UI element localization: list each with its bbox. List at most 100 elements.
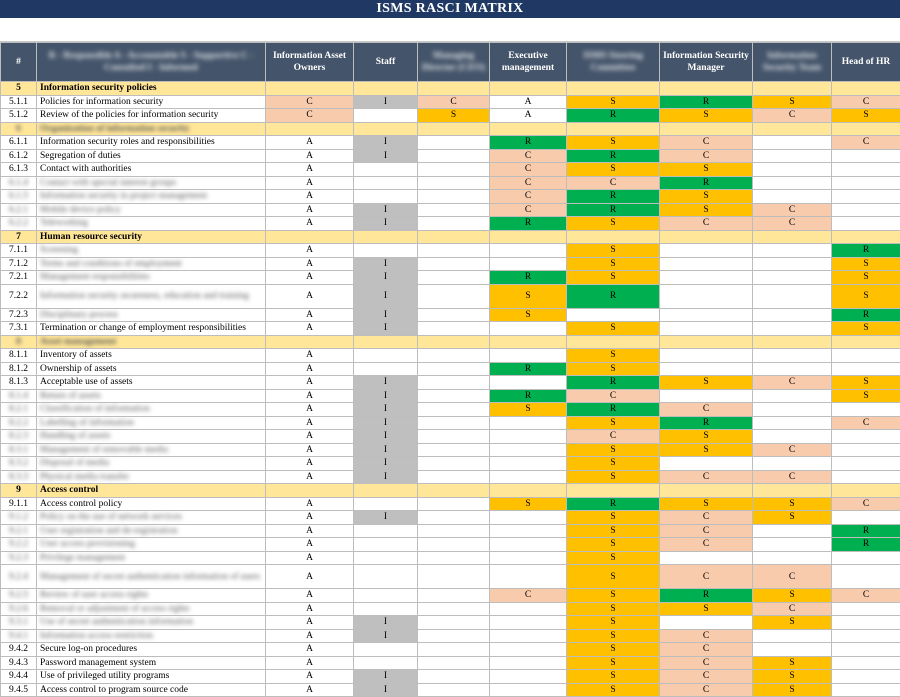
rasci-cell[interactable]: R <box>490 271 567 285</box>
rasci-cell[interactable]: A <box>266 244 354 258</box>
row-number[interactable]: 5.1.2 <box>1 109 37 123</box>
rasci-cell[interactable] <box>660 284 753 308</box>
rasci-cell[interactable] <box>753 362 832 376</box>
row-number[interactable]: 8 <box>1 335 37 349</box>
rasci-cell[interactable]: C <box>660 511 753 525</box>
rasci-cell[interactable] <box>832 362 900 376</box>
rasci-cell[interactable]: A <box>266 203 354 217</box>
row-name[interactable]: Review of the policies for information s… <box>37 109 266 123</box>
rasci-cell[interactable] <box>418 457 490 471</box>
rasci-cell[interactable]: S <box>832 109 900 123</box>
rasci-cell[interactable]: C <box>660 136 753 150</box>
rasci-cell[interactable]: C <box>490 589 567 603</box>
rasci-cell[interactable] <box>418 389 490 403</box>
row-number[interactable]: 9.2.3 <box>1 551 37 565</box>
rasci-cell[interactable] <box>490 349 567 363</box>
rasci-cell[interactable]: R <box>490 136 567 150</box>
rasci-cell[interactable] <box>753 163 832 177</box>
row-name[interactable]: Disposal of media <box>37 457 266 471</box>
rasci-cell[interactable]: S <box>490 403 567 417</box>
rasci-cell[interactable]: R <box>832 538 900 552</box>
rasci-cell[interactable] <box>418 308 490 322</box>
rasci-cell[interactable]: R <box>660 95 753 109</box>
row-number[interactable]: 9.2.5 <box>1 589 37 603</box>
rasci-cell[interactable] <box>490 244 567 258</box>
rasci-cell[interactable]: S <box>567 271 660 285</box>
rasci-cell[interactable]: S <box>753 497 832 511</box>
row-name[interactable]: Mobile device policy <box>37 203 266 217</box>
rasci-cell[interactable]: A <box>266 551 354 565</box>
rasci-cell[interactable] <box>753 308 832 322</box>
rasci-cell[interactable]: S <box>567 163 660 177</box>
rasci-cell[interactable]: A <box>266 389 354 403</box>
row-number[interactable]: 9.4.4 <box>1 670 37 684</box>
rasci-cell[interactable]: R <box>567 376 660 390</box>
rasci-cell[interactable]: S <box>832 257 900 271</box>
rasci-cell[interactable] <box>354 589 418 603</box>
rasci-cell[interactable] <box>354 362 418 376</box>
rasci-cell[interactable] <box>832 616 900 630</box>
rasci-cell[interactable] <box>418 643 490 657</box>
rasci-cell[interactable]: I <box>354 149 418 163</box>
rasci-cell[interactable]: S <box>660 190 753 204</box>
rasci-cell[interactable] <box>660 389 753 403</box>
rasci-cell[interactable] <box>354 122 418 136</box>
rasci-cell[interactable]: C <box>753 602 832 616</box>
rasci-cell[interactable] <box>567 230 660 244</box>
rasci-cell[interactable] <box>354 163 418 177</box>
rasci-cell[interactable] <box>753 176 832 190</box>
rasci-cell[interactable]: S <box>567 416 660 430</box>
rasci-cell[interactable] <box>490 602 567 616</box>
rasci-cell[interactable] <box>490 376 567 390</box>
rasci-cell[interactable]: S <box>567 656 660 670</box>
rasci-cell[interactable]: R <box>567 497 660 511</box>
row-name[interactable]: User registration and de-registration <box>37 524 266 538</box>
rasci-cell[interactable]: S <box>490 497 567 511</box>
rasci-cell[interactable]: S <box>567 443 660 457</box>
rasci-cell[interactable] <box>354 551 418 565</box>
rasci-cell[interactable] <box>490 82 567 96</box>
row-number[interactable]: 8.1.2 <box>1 362 37 376</box>
rasci-cell[interactable]: S <box>490 284 567 308</box>
row-name[interactable]: Terms and conditions of employment <box>37 257 266 271</box>
rasci-cell[interactable]: S <box>567 589 660 603</box>
rasci-cell[interactable]: C <box>753 470 832 484</box>
rasci-cell[interactable] <box>354 656 418 670</box>
row-number[interactable]: 6.1.3 <box>1 163 37 177</box>
rasci-cell[interactable] <box>418 163 490 177</box>
rasci-cell[interactable] <box>832 122 900 136</box>
rasci-cell[interactable] <box>660 230 753 244</box>
row-name[interactable]: Classification of information <box>37 403 266 417</box>
rasci-cell[interactable] <box>832 656 900 670</box>
rasci-cell[interactable]: R <box>567 149 660 163</box>
rasci-cell[interactable]: S <box>832 284 900 308</box>
rasci-cell[interactable]: S <box>660 497 753 511</box>
rasci-cell[interactable]: C <box>753 565 832 589</box>
row-number[interactable]: 8.1.4 <box>1 389 37 403</box>
row-name[interactable]: Physical media transfer <box>37 470 266 484</box>
row-name[interactable]: Contact with authorities <box>37 163 266 177</box>
rasci-cell[interactable] <box>753 430 832 444</box>
rasci-cell[interactable] <box>660 82 753 96</box>
rasci-cell[interactable]: I <box>354 629 418 643</box>
rasci-cell[interactable] <box>490 230 567 244</box>
rasci-cell[interactable]: A <box>266 322 354 336</box>
row-number[interactable]: 9.4.5 <box>1 683 37 697</box>
rasci-cell[interactable] <box>753 335 832 349</box>
rasci-cell[interactable] <box>418 322 490 336</box>
rasci-cell[interactable]: S <box>567 470 660 484</box>
rasci-cell[interactable]: I <box>354 443 418 457</box>
rasci-cell[interactable]: A <box>266 670 354 684</box>
row-number[interactable]: 9.3.1 <box>1 616 37 630</box>
row-name[interactable]: User access provisioning <box>37 538 266 552</box>
rasci-cell[interactable]: S <box>660 430 753 444</box>
row-name[interactable]: Asset management <box>37 335 266 349</box>
row-name[interactable]: Disciplinary process <box>37 308 266 322</box>
row-number[interactable]: 5 <box>1 82 37 96</box>
rasci-cell[interactable]: C <box>567 176 660 190</box>
rasci-cell[interactable]: I <box>354 430 418 444</box>
rasci-cell[interactable]: A <box>266 136 354 150</box>
row-number[interactable]: 7 <box>1 230 37 244</box>
row-number[interactable]: 9.2.2 <box>1 538 37 552</box>
rasci-cell[interactable]: S <box>753 589 832 603</box>
